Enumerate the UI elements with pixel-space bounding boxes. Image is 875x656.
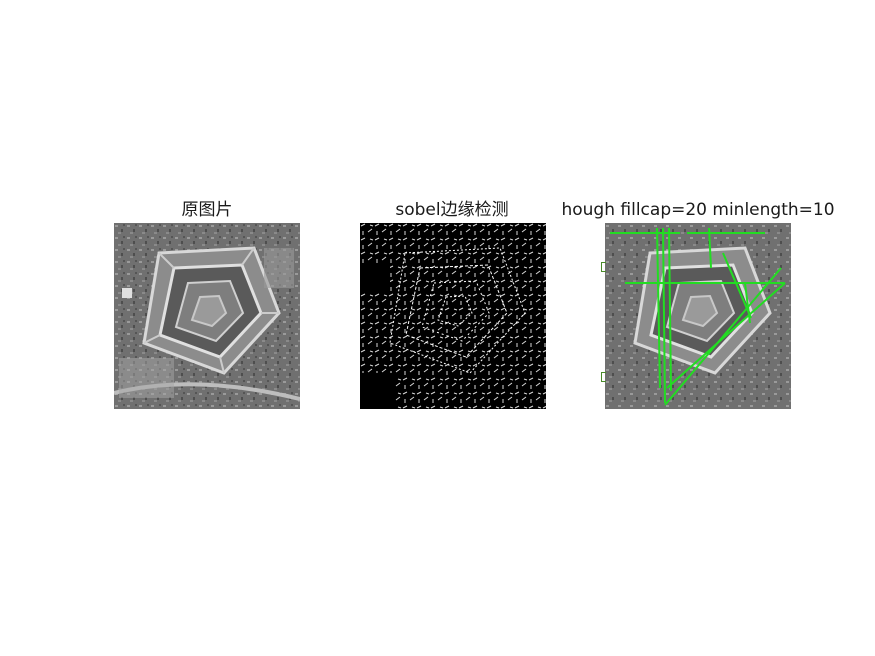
hough-lines-image <box>605 223 791 409</box>
tick-mark <box>601 262 606 272</box>
hough-overlay <box>605 223 791 409</box>
panel-title-original: 原图片 <box>181 200 233 220</box>
sobel-edge-image <box>360 223 546 409</box>
edge-map <box>360 223 546 409</box>
panel-title-sobel: sobel边缘检测 <box>395 200 509 220</box>
panel-title-hough: hough fillcap=20 minlength=10 <box>561 200 835 220</box>
hough-lines <box>610 227 786 406</box>
tick-mark <box>601 372 606 382</box>
pentagon-photo <box>114 223 300 409</box>
original-image <box>114 223 300 409</box>
